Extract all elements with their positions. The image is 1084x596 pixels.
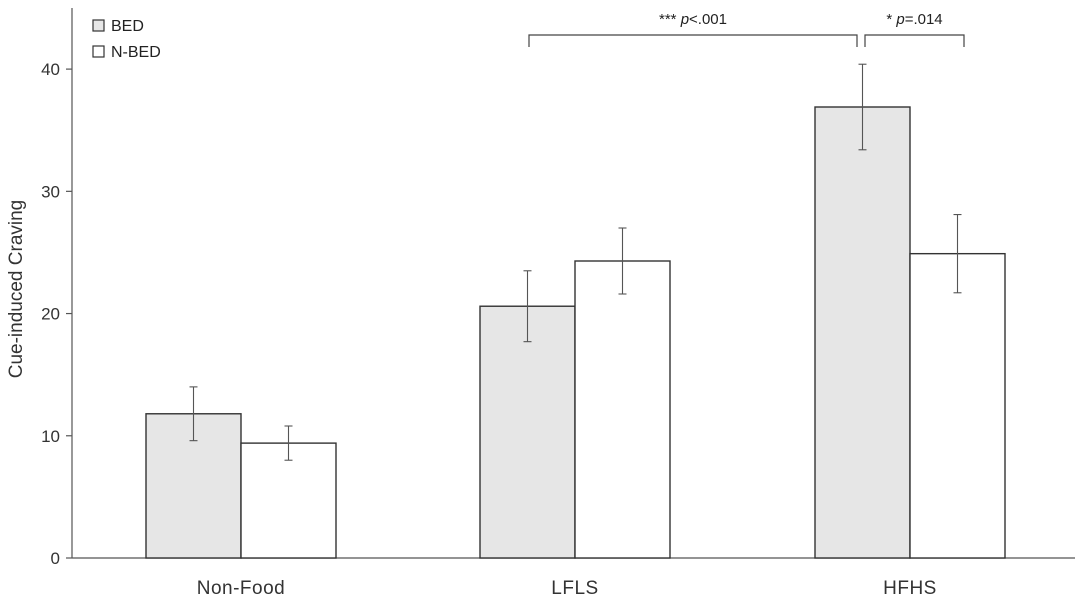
y-tick-label: 20 <box>41 305 60 324</box>
legend-label-bed: BED <box>111 18 144 35</box>
x-category-label: LFLS <box>551 578 598 596</box>
significance-bracket <box>528 34 858 47</box>
x-category-label: HFHS <box>883 578 937 596</box>
legend-swatch-n-bed <box>92 45 105 58</box>
y-tick-label: 10 <box>41 427 60 446</box>
significance-label: * p=.014 <box>886 11 942 28</box>
bar-n-bed <box>574 260 671 559</box>
y-ticks: 0 10 20 30 40 <box>41 60 72 568</box>
significance-bracket <box>864 34 965 47</box>
legend: BED N-BED <box>92 18 161 61</box>
y-tick-label: 40 <box>41 60 60 79</box>
x-category-labels: Non-Food LFLS HFHS <box>197 578 937 596</box>
bars <box>145 106 1006 559</box>
bar-bed <box>479 305 576 559</box>
bar-n-bed <box>909 252 1006 559</box>
bar-bed <box>814 106 911 559</box>
legend-swatch-bed <box>92 19 105 32</box>
error-bars <box>189 63 962 461</box>
y-tick-label: 0 <box>51 549 60 568</box>
x-category-label: Non-Food <box>197 578 286 596</box>
y-tick-label: 30 <box>41 182 60 201</box>
y-axis-title: Cue-induced Craving <box>6 200 27 379</box>
legend-label-n-bed: N-BED <box>111 44 161 61</box>
significance-annotations: *** p<.001 * p=.014 <box>528 11 965 47</box>
significance-label: *** p<.001 <box>659 11 727 28</box>
